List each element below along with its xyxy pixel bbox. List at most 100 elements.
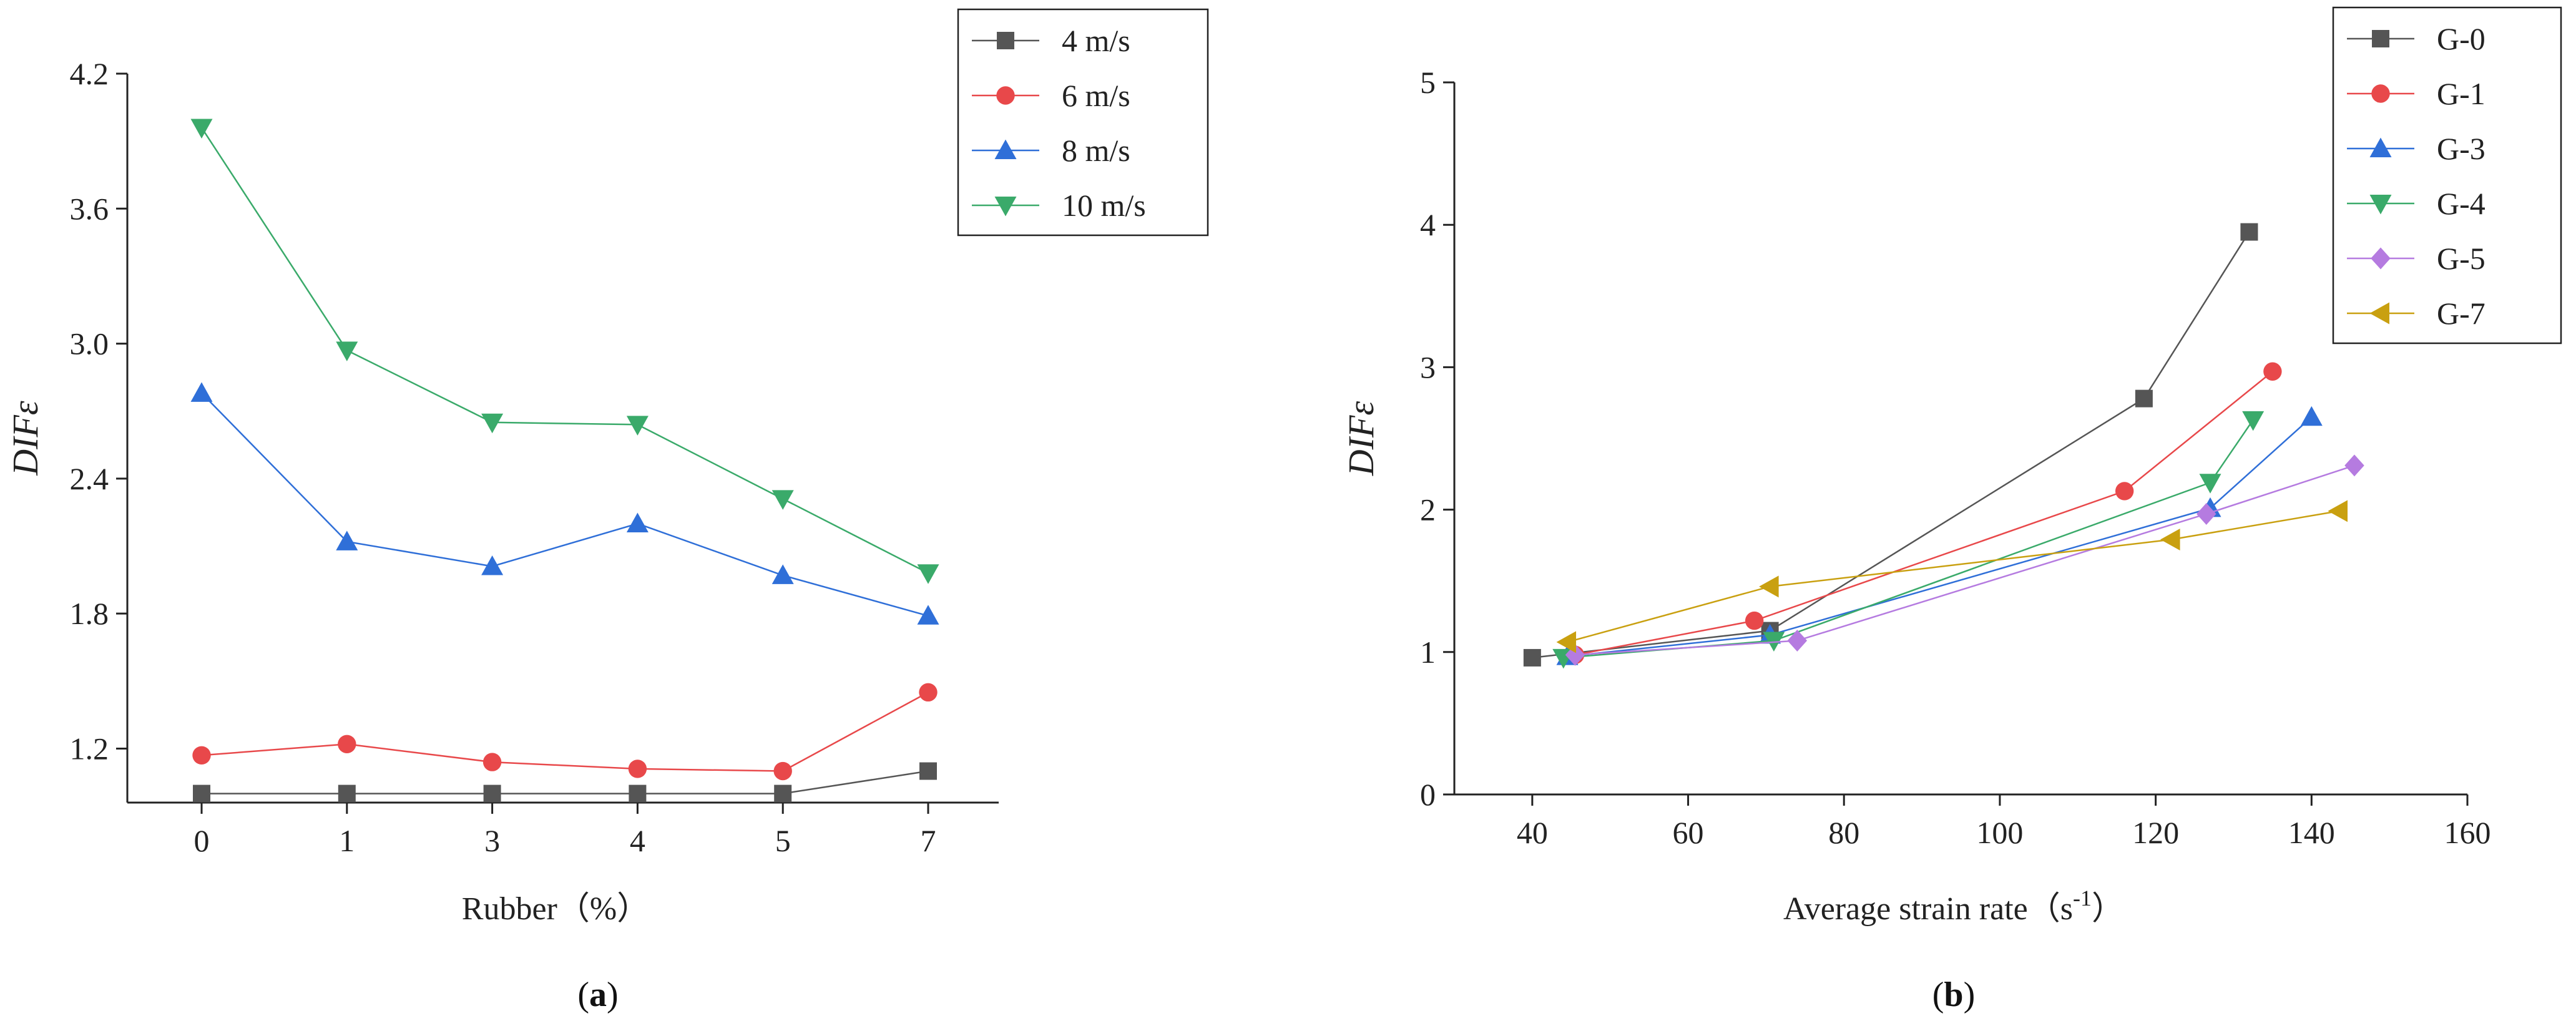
caption-close: ): [607, 975, 619, 1014]
data-point: [2240, 223, 2258, 241]
data-point: [2263, 362, 2282, 381]
legend-marker: [2369, 137, 2392, 157]
y-tick-label: 5: [1420, 65, 1436, 100]
data-point: [338, 784, 356, 803]
x-tick-label: 140: [2288, 815, 2335, 850]
data-point: [2344, 454, 2364, 477]
legend-item: 10 m/s: [972, 188, 1146, 223]
x-tick-label: 40: [1517, 815, 1548, 850]
data-point: [919, 683, 938, 702]
data-point: [771, 490, 794, 510]
caption-close: ): [1964, 975, 1976, 1014]
y-tick-label: 2.4: [70, 461, 109, 496]
data-point: [1787, 630, 1808, 652]
data-point: [192, 746, 211, 765]
x-axis-label-superscript: -1: [2073, 886, 2092, 911]
legend-label: 10 m/s: [1062, 188, 1146, 223]
figure-caption: (a): [577, 975, 618, 1014]
x-axis-label: Average strain rate（s-1）: [1783, 886, 2124, 927]
x-axis-label-main: Average strain rate（s: [1783, 891, 2073, 927]
y-tick-label: 4: [1420, 207, 1436, 242]
series-line: [201, 393, 929, 617]
y-tick-label: 1.2: [70, 731, 109, 766]
legend-label: G-4: [2437, 186, 2485, 221]
series-line: [1532, 231, 2250, 659]
x-tick-label: 3: [484, 823, 500, 858]
series-6-m-s: [192, 683, 938, 781]
data-point: [1523, 648, 1541, 667]
data-point: [1556, 631, 1577, 653]
data-point: [629, 784, 647, 803]
y-tick-label: 1.8: [70, 596, 109, 631]
legend-label: 8 m/s: [1062, 133, 1130, 168]
data-point: [336, 341, 358, 361]
legend: 4 m/s 6 m/s 8 m/s 10 m/s: [957, 8, 1209, 237]
data-point: [628, 760, 647, 778]
y-tick-label: 3: [1420, 349, 1436, 384]
series-10-m-s: [190, 119, 939, 584]
legend-item: G-7: [2347, 296, 2485, 331]
legend-box: [2332, 6, 2562, 344]
caption-open: (: [577, 975, 589, 1014]
legend-marker: [2371, 247, 2391, 270]
data-point: [2242, 411, 2265, 431]
legend-item: 8 m/s: [972, 133, 1130, 168]
data-point: [2300, 406, 2323, 426]
data-point: [917, 564, 939, 584]
x-axis-label: Rubber（%）: [462, 891, 649, 927]
x-tick-label: 0: [194, 823, 210, 858]
series-g-7: [1556, 500, 2348, 653]
data-point: [626, 416, 649, 436]
legend-label: G-5: [2437, 241, 2485, 276]
y-tick-label: 2: [1420, 492, 1436, 527]
legend-label: G-1: [2437, 76, 2485, 111]
data-point: [2199, 474, 2221, 494]
caption-letter: a: [589, 975, 607, 1014]
legend-marker: [994, 197, 1017, 217]
y-tick-label: 3.0: [70, 326, 109, 361]
series-line: [1567, 510, 2339, 643]
caption-open: (: [1932, 975, 1944, 1014]
chart-b: 0 1 2 3 4 5 40 60 80 100 120 140 160 DIFε Average stra…: [1341, 6, 2562, 1014]
y-axis-label: DIFε: [1341, 401, 1381, 477]
data-point: [338, 735, 356, 753]
data-point: [190, 382, 213, 402]
legend-item: G-3: [2347, 131, 2485, 166]
legend-item: 6 m/s: [972, 78, 1130, 113]
legend-label: 4 m/s: [1062, 23, 1130, 58]
data-point: [774, 784, 792, 803]
series-line: [200, 127, 929, 574]
x-tick-label: 5: [775, 823, 791, 858]
x-axis-label-close: ）: [2092, 891, 2124, 927]
legend-item: G-0: [2347, 21, 2485, 56]
data-point: [193, 784, 210, 803]
data-point: [1745, 611, 1764, 630]
x-tick-label: 100: [1976, 815, 2023, 850]
legend-marker: [994, 139, 1017, 159]
series-line: [1575, 371, 2273, 656]
legend-label: 6 m/s: [1062, 78, 1130, 113]
series-g-4: [1552, 411, 2265, 669]
legend-marker: [2369, 195, 2392, 215]
x-axis-label-main: Rubber（%）: [462, 891, 649, 927]
legend-item: G-5: [2347, 241, 2485, 276]
data-point: [336, 530, 358, 550]
legend-marker: [2372, 30, 2389, 47]
y-tick-label: 0: [1420, 777, 1436, 812]
legend-item: G-1: [2347, 76, 2485, 111]
series-line: [1563, 419, 2254, 659]
data-point: [2328, 500, 2348, 522]
data-point: [482, 753, 502, 771]
x-tick-label: 7: [921, 823, 936, 858]
series-line: [201, 691, 929, 772]
series-line: [1567, 416, 2313, 657]
data-point: [771, 564, 794, 584]
figure-caption: (b): [1932, 975, 1975, 1014]
x-tick-label: 80: [1828, 815, 1859, 850]
data-point: [190, 119, 213, 139]
data-point: [919, 762, 937, 780]
x-tick-label: 120: [2132, 815, 2179, 850]
series-line: [1575, 464, 2355, 656]
legend-marker: [2369, 302, 2389, 325]
